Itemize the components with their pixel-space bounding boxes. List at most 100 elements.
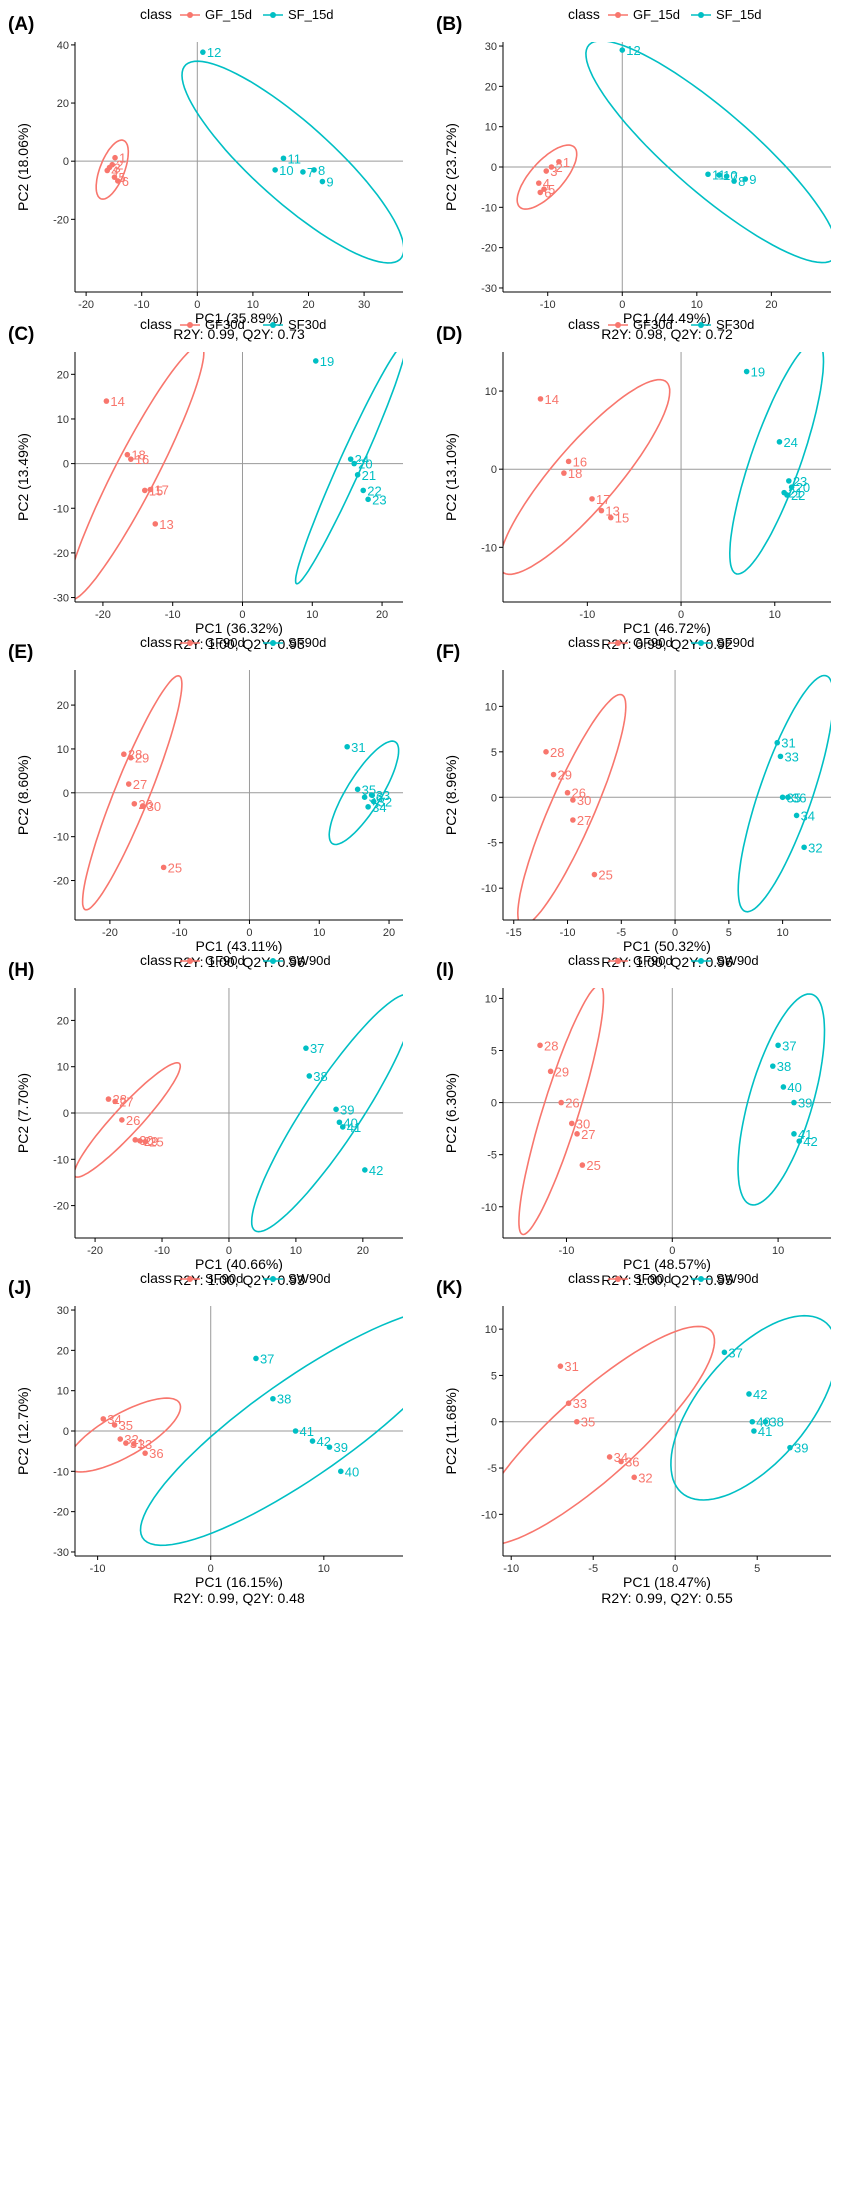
x-axis-title: PC1 (40.66%) — [195, 1256, 283, 1272]
confidence-ellipse — [294, 352, 403, 585]
y-axis-title: PC2 (7.70%) — [15, 1073, 31, 1153]
point-label: 14 — [544, 392, 558, 407]
legend-key-marker — [615, 1276, 621, 1282]
point-label: 19 — [751, 365, 765, 380]
legend-entry: GF90d — [633, 953, 673, 968]
point-label: 25 — [586, 1158, 600, 1173]
data-point — [781, 489, 787, 496]
x-tick-label: 0 — [226, 1245, 232, 1257]
pca-panel: (B)classGF_15dSF_15d123456121110789-1001… — [436, 6, 831, 342]
data-point — [775, 1042, 781, 1049]
point-label: 26 — [126, 1113, 140, 1128]
point-label: 4 — [111, 163, 118, 178]
point-label: 19 — [320, 354, 334, 369]
data-point — [253, 1355, 259, 1362]
y-tick-label: 0 — [491, 162, 497, 174]
point-label: 29 — [558, 768, 572, 783]
data-point — [160, 864, 167, 871]
data-point — [270, 1395, 276, 1402]
y-axis-title: PC2 (12.70%) — [15, 1387, 31, 1475]
point-label: 31 — [130, 1436, 144, 1451]
point-label: 9 — [749, 172, 756, 187]
confidence-ellipse — [81, 674, 183, 911]
legend: class GF90d SW90d — [568, 952, 759, 968]
y-tick-label: 10 — [485, 701, 497, 713]
data-point — [591, 871, 598, 878]
model-stats: R2Y: 1.00, Q2Y: 0.96 — [173, 954, 305, 970]
point-label: 42 — [369, 1163, 383, 1178]
x-tick-label: 0 — [208, 1563, 214, 1575]
y-tick-label: 0 — [63, 1108, 69, 1120]
y-tick-label: 30 — [57, 1305, 69, 1317]
y-tick-label: 0 — [63, 1426, 69, 1438]
model-stats: R2Y: 0.99, Q2Y: 0.55 — [601, 1590, 733, 1606]
confidence-ellipse — [503, 378, 671, 576]
point-label: 3 — [113, 161, 120, 176]
point-label: 38 — [277, 1392, 291, 1407]
x-tick-label: -10 — [154, 1245, 170, 1257]
legend-title: class — [140, 634, 172, 650]
legend-entry: SF_15d — [716, 7, 762, 22]
data-point — [200, 49, 206, 55]
data-point — [128, 456, 134, 462]
x-tick-label: -10 — [540, 299, 556, 311]
point-label: 37 — [782, 1038, 796, 1053]
point-label: 23 — [793, 474, 807, 489]
point-label: 36 — [149, 1446, 163, 1461]
y-tick-label: 10 — [485, 386, 497, 398]
data-point — [570, 817, 576, 823]
point-label: 28 — [544, 1038, 558, 1053]
legend: class GF_15d SF_15d — [568, 6, 762, 22]
panel-label: (D) — [436, 324, 462, 345]
confidence-ellipse — [516, 144, 578, 210]
legend-key-marker — [270, 958, 276, 964]
data-point — [589, 496, 595, 502]
y-tick-label: 5 — [491, 747, 497, 759]
data-point — [117, 1436, 124, 1442]
point-label: 20 — [796, 480, 810, 495]
panel-label: (A) — [8, 14, 34, 35]
point-label: 15 — [149, 483, 163, 498]
data-point — [543, 749, 549, 755]
legend-key-marker — [187, 958, 193, 964]
point-label: 40 — [787, 1080, 801, 1095]
point-label: 40 — [343, 1115, 357, 1130]
data-point — [557, 1363, 564, 1369]
data-point — [119, 1117, 125, 1123]
data-point — [537, 396, 544, 402]
data-point — [731, 178, 737, 184]
point-label: 3 — [550, 164, 557, 179]
data-point — [618, 1458, 624, 1465]
confidence-ellipse — [516, 693, 627, 920]
data-point — [558, 1099, 564, 1106]
point-label: 34 — [614, 1450, 628, 1465]
data-point — [142, 1138, 149, 1145]
data-point — [777, 753, 784, 760]
panel-label: (E) — [8, 642, 33, 663]
legend-entry: SW90d — [716, 1271, 759, 1286]
data-point — [312, 358, 319, 364]
confidence-ellipse — [728, 352, 825, 575]
y-tick-label: -10 — [481, 883, 497, 895]
legend-entry: SF30d — [716, 317, 754, 332]
data-point — [351, 460, 357, 467]
legend-key-marker — [615, 322, 621, 328]
point-label: 34 — [372, 800, 386, 815]
y-tick-label: 40 — [57, 40, 69, 52]
x-tick-label: -20 — [78, 299, 94, 311]
data-point — [128, 754, 134, 761]
point-label: 25 — [168, 860, 182, 875]
point-label: 38 — [777, 1059, 791, 1074]
data-point — [365, 804, 371, 810]
panel-label: (J) — [8, 1278, 31, 1299]
data-point — [337, 1468, 344, 1475]
point-label: 13 — [605, 504, 619, 519]
legend-entry: SF90d — [633, 1271, 671, 1286]
y-tick-label: 10 — [485, 993, 497, 1005]
y-tick-label: -20 — [53, 1201, 69, 1213]
data-point — [801, 844, 807, 851]
x-tick-label: 20 — [357, 1245, 369, 1257]
